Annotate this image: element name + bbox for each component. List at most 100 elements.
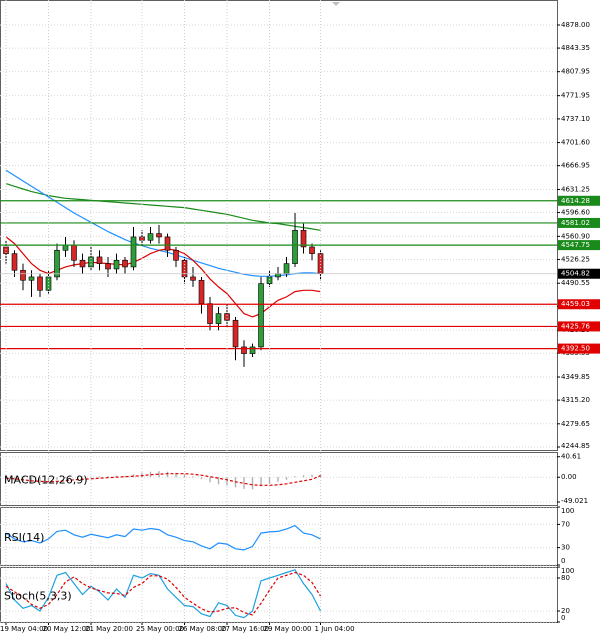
candle-body [28,276,35,281]
y-tick-label: 80 [561,574,570,582]
candle-body [71,244,77,261]
level-label: 4547.75 [561,241,590,249]
macd-bar [30,477,33,483]
rsi-line [5,524,321,551]
y-tick-label: 100 [561,507,574,515]
macd-bar [217,477,220,485]
candle-body [105,263,111,270]
y-tick-label: 4771.95 [561,92,590,100]
candle-body [232,319,239,348]
level-label: 4614.28 [561,197,590,205]
y-tick-label: 70 [561,520,570,528]
macd-bar [183,474,186,478]
y-tick-label: 4349.85 [561,373,590,381]
y-tick-label: 4244.85 [561,442,590,450]
y-tick-label: 4843.35 [561,44,590,52]
candle-body [309,246,315,254]
candle-body [258,283,264,348]
macd-bar [192,476,194,478]
candle-body [147,233,154,241]
macd-bar [243,477,245,489]
candle-body [122,259,128,268]
y-tick-label: 4878.00 [561,21,590,29]
candle-body [113,259,120,270]
candle-body [62,244,69,251]
last-price-label: 4504.82 [561,270,590,278]
candle-body [164,236,171,251]
candle-body [283,263,290,274]
x-tick-label: 27 May 16:00 [221,625,269,633]
macd-bar [166,471,169,478]
macd-bar [268,477,271,484]
level-tag [558,343,600,354]
candle-body [207,303,213,324]
macd-bar [175,472,177,478]
y-tick-label: 4701.60 [561,139,590,147]
level-tag [558,240,600,251]
macd-bar [149,471,152,478]
indicator-title: MACD(12,26,9) [4,474,88,487]
level-label: 4581.02 [561,219,590,227]
candle-body [79,259,86,268]
level-tag [558,321,600,332]
y-tick-label: 4631.25 [561,185,590,193]
macd-bar [158,471,160,478]
stoch-d [5,571,322,616]
macd-bar [124,475,126,478]
pane-frame [0,0,558,451]
last-price-tag [558,268,600,279]
macd-bar [115,475,118,478]
pane-frame [0,567,558,623]
shift-marker [332,2,340,6]
macd-bar [285,477,288,480]
macd-bar [39,477,41,483]
macd-bar [302,475,305,478]
candle-body [241,346,247,354]
macd-bar [81,476,84,478]
macd-bar [277,477,279,482]
macd-bar [98,476,101,478]
macd-bar [13,477,16,481]
macd-bar [294,476,296,478]
indicator-title: Stoch(5,3,3) [4,590,72,603]
macd-bar [47,477,50,482]
macd-bar [64,477,67,479]
level-tag [558,299,600,310]
macd-bar [56,477,58,480]
candle-body [215,313,222,324]
moving-average [5,236,321,318]
level-label: 4392.50 [561,345,590,353]
x-tick-label: 19 May 04:00 [0,625,48,633]
y-tick-label: 4560.90 [561,232,590,240]
macd-bar [107,476,109,478]
y-tick-label: 4526.25 [561,255,590,263]
pane-frame [0,452,558,506]
y-tick-label: 4807.95 [561,68,590,76]
macd-bar [251,477,254,490]
y-tick-label: 4666.95 [561,162,590,170]
macd-bar [90,476,92,478]
candle-body [20,269,26,281]
stoch-k [5,569,322,619]
candle-body [11,253,18,271]
macd-signal [5,473,321,486]
level-label: 4425.76 [561,322,590,330]
y-tick-label: -49.021 [561,497,588,505]
macd-bar [141,472,143,478]
y-tick-label: 4596.60 [561,209,590,217]
y-tick-label: 40.61 [561,453,581,461]
candle-body [173,249,179,261]
x-tick-label: 20 May 12:00 [43,625,91,633]
macd-bar [5,477,7,479]
y-tick-label: 4737.10 [561,115,590,123]
level-tag [558,217,600,228]
candle-body [130,236,137,268]
moving-average [5,169,321,277]
y-tick-label: 4490.55 [561,279,590,287]
x-tick-label: 25 May 00:00 [136,625,184,633]
candle-body [190,276,196,281]
candle-body [37,276,43,291]
x-tick-label: 21 May 20:00 [85,625,133,633]
candle-body [96,256,103,264]
